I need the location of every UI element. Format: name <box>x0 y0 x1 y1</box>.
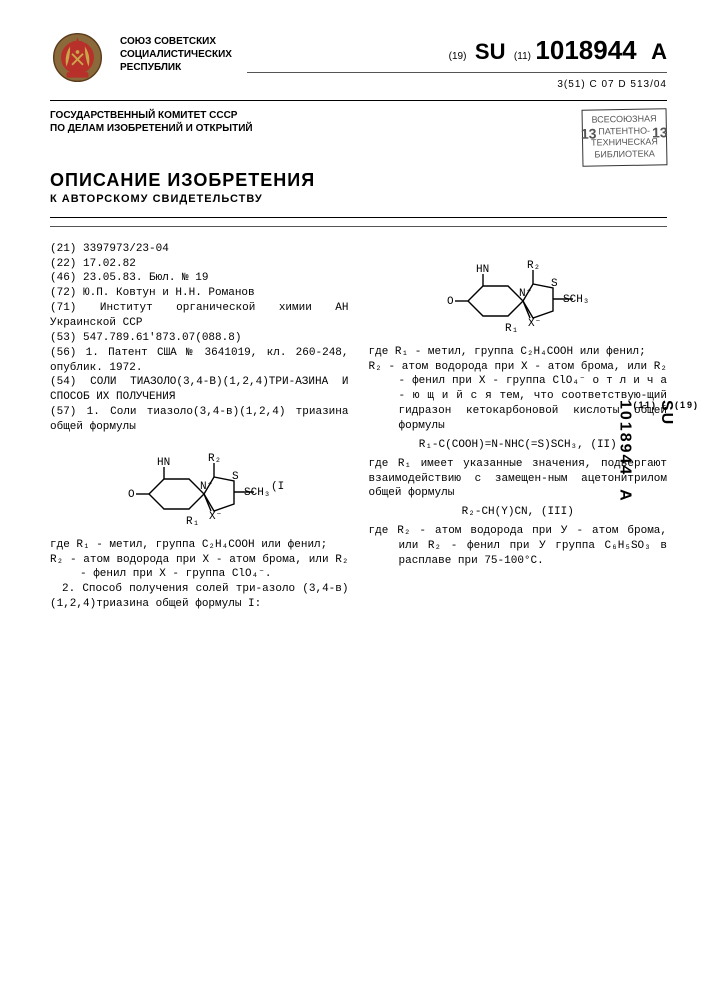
stamp-num-left: 13 <box>581 124 597 142</box>
svg-text:N⁺: N⁺ <box>519 288 532 300</box>
union-line1: СОЮЗ СОВЕТСКИХ <box>120 35 232 48</box>
svg-text:O: O <box>128 489 135 501</box>
svg-text:R₂: R₂ <box>527 260 540 272</box>
classification-code: 3(51) С 07 D 513/04 <box>247 79 667 90</box>
r1-definition-right: где R₁ - метил, группа C₂H₄COOH или фени… <box>369 345 668 360</box>
svg-text:N⁺: N⁺ <box>200 481 213 493</box>
stamp-l4: БИБЛИОТЕКА <box>591 148 658 161</box>
r2-continuation: где R₂ - атом водорода при У - атом бром… <box>369 524 668 569</box>
svg-text:S: S <box>232 471 239 483</box>
svg-text:R₁: R₁ <box>186 516 199 528</box>
title-main: ОПИСАНИЕ ИЗОБРЕТЕНИЯ <box>50 170 667 191</box>
field-57: (57) 1. Соли тиазоло(3,4-в)(1,2,4) триаз… <box>50 405 349 435</box>
formula-iii-text: R₂-CH(Y)CN, (III) <box>462 506 574 518</box>
field-54: (54) СОЛИ ТИАЗОЛО(3,4-В)(1,2,4)ТРИ-АЗИНА… <box>50 375 349 405</box>
title-sub: К АВТОРСКОМУ СВИДЕТЕЛЬСТВУ <box>50 193 667 205</box>
svg-text:S: S <box>551 278 558 290</box>
svg-text:X⁻: X⁻ <box>528 318 541 330</box>
side-label: (19) SU (11) 1018944 A <box>615 400 699 503</box>
committee-text: ГОСУДАРСТВЕННЫЙ КОМИТЕТ СССР ПО ДЕЛАМ ИЗ… <box>50 109 253 135</box>
stamp-num-right: 13 <box>652 123 668 141</box>
code-19: (19) <box>449 51 467 62</box>
r1-definition-left: где R₁ - метил, группа C₂H₄COOH или фени… <box>50 538 349 553</box>
formula-iii: R₂-CH(Y)CN, (III) <box>369 505 668 520</box>
structure-formula-2: O HN R₂ S R₁ N⁺ X⁻ SCH₃ <box>369 246 668 341</box>
chemical-structure-icon: O HN R₂ S R₁ N⁺ X⁻ SCH₃ <box>438 246 598 341</box>
library-stamp: 13 13 ВСЕСОЮЗНАЯ ПАТЕНТНО- ТЕХНИЧЕСКАЯ Б… <box>582 108 668 166</box>
committee-line2: ПО ДЕЛАМ ИЗОБРЕТЕНИЙ И ОТКРЫТИЙ <box>50 122 253 135</box>
committee-row: ГОСУДАРСТВЕННЫЙ КОМИТЕТ СССР ПО ДЕЛАМ ИЗ… <box>50 109 667 166</box>
svg-text:SCH₃: SCH₃ <box>563 294 589 306</box>
svg-text:R₂: R₂ <box>208 453 221 465</box>
formula-ii-text: R₁-C(COOH)=N-NHC(=S)SCH₃, (II) <box>419 439 617 451</box>
svg-text:X⁻: X⁻ <box>209 511 222 523</box>
field-56: (56) 1. Патент США № 3641019, кл. 260-24… <box>50 346 349 376</box>
ussr-emblem-icon <box>50 30 105 85</box>
svg-text:(I): (I) <box>271 481 284 493</box>
svg-text:HN: HN <box>157 457 170 469</box>
code-11: (11) <box>514 51 531 62</box>
stamp-l1: ВСЕСОЮЗНАЯ <box>591 113 658 126</box>
r2-definition-left: R₂ - атом водорода при X - атом брома, и… <box>50 553 349 583</box>
svg-text:SCH₃: SCH₃ <box>244 487 270 499</box>
field-22: (22) 17.02.82 <box>50 257 349 272</box>
header-row: СОЮЗ СОВЕТСКИХ СОЦИАЛИСТИЧЕСКИХ РЕСПУБЛИ… <box>50 30 667 90</box>
field-53: (53) 547.789.61'873.07(088.8) <box>50 331 349 346</box>
svg-text:R₁: R₁ <box>505 323 518 335</box>
field-21: (21) 3397973/23-04 <box>50 242 349 257</box>
patent-number: 1018944 <box>535 35 636 65</box>
doc-kind: A <box>651 39 667 64</box>
paragraph-2: 2. Способ получения солей три-азоло (3,4… <box>50 582 349 612</box>
structure-formula-1: O HN R₂ S R₁ N⁺ X⁻ SCH₃ (I) <box>50 439 349 534</box>
svg-text:HN: HN <box>476 264 489 276</box>
chemical-structure-icon: O HN R₂ S R₁ N⁺ X⁻ SCH₃ (I) <box>114 439 284 534</box>
left-column: (21) 3397973/23-04 (22) 17.02.82 (46) 23… <box>50 242 349 612</box>
union-text: СОЮЗ СОВЕТСКИХ СОЦИАЛИСТИЧЕСКИХ РЕСПУБЛИ… <box>120 30 232 74</box>
union-line2: СОЦИАЛИСТИЧЕСКИХ <box>120 48 232 61</box>
body-columns: (21) 3397973/23-04 (22) 17.02.82 (46) 23… <box>50 242 667 612</box>
svg-text:O: O <box>447 296 454 308</box>
publication-number-block: (19) SU (11) 1018944 A 3(51) С 07 D 513/… <box>247 30 667 90</box>
field-46: (46) 23.05.83. Бюл. № 19 <box>50 271 349 286</box>
committee-line1: ГОСУДАРСТВЕННЫЙ КОМИТЕТ СССР <box>50 109 253 122</box>
country-code: SU <box>475 39 506 64</box>
field-71: (71) Институт органической химии АН Укра… <box>50 301 349 331</box>
field-72: (72) Ю.П. Ковтун и Н.Н. Романов <box>50 286 349 301</box>
union-line3: РЕСПУБЛИК <box>120 61 232 74</box>
